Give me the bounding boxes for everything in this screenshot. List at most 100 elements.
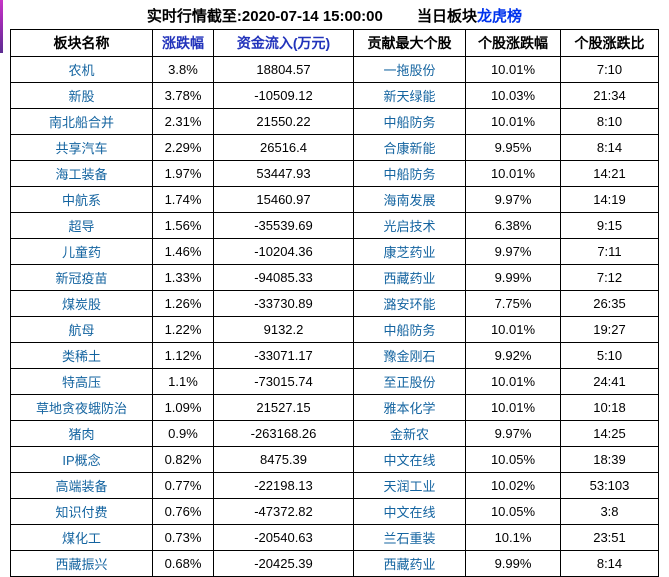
stock-name-cell[interactable]: 西藏药业 [353, 264, 466, 291]
inflow-cell: -10509.12 [213, 82, 354, 109]
inflow-cell: -10204.36 [213, 238, 354, 265]
sector-name-cell[interactable]: 共享汽车 [10, 134, 153, 161]
stock-name-cell[interactable]: 中文在线 [353, 446, 466, 473]
stock-name-cell[interactable]: 潞安环能 [353, 290, 466, 317]
sector-change-cell: 1.1% [152, 368, 214, 395]
stock-name-cell[interactable]: 中文在线 [353, 498, 466, 525]
sector-name-cell[interactable]: 特高压 [10, 368, 153, 395]
stock-change-cell: 9.99% [465, 550, 561, 577]
sector-name-cell[interactable]: 西藏振兴 [10, 550, 153, 577]
sector-name-cell[interactable]: 新冠疫苗 [10, 264, 153, 291]
sector-change-cell: 0.9% [152, 420, 214, 447]
ratio-cell: 14:19 [560, 186, 659, 213]
sector-name-cell[interactable]: 儿童药 [10, 238, 153, 265]
stock-name-cell[interactable]: 金新农 [353, 420, 466, 447]
stock-name-cell[interactable]: 康芝药业 [353, 238, 466, 265]
stock-name-cell[interactable]: 西藏药业 [353, 550, 466, 577]
table-row: 航母 1.22% 9132.2 中船防务 10.01% 19:27 [10, 316, 659, 343]
sector-name-cell[interactable]: 中航系 [10, 186, 153, 213]
ratio-cell: 21:34 [560, 82, 659, 109]
sector-change-cell: 3.8% [152, 56, 214, 83]
stock-name-cell[interactable]: 天润工业 [353, 472, 466, 499]
stock-name-cell[interactable]: 中船防务 [353, 108, 466, 135]
ratio-cell: 7:12 [560, 264, 659, 291]
sector-name-cell[interactable]: 新股 [10, 82, 153, 109]
sector-name-cell[interactable]: 猪肉 [10, 420, 153, 447]
ratio-cell: 14:21 [560, 160, 659, 187]
stock-change-cell: 10.03% [465, 82, 561, 109]
stock-name-cell[interactable]: 中船防务 [353, 316, 466, 343]
stock-name-cell[interactable]: 豫金刚石 [353, 342, 466, 369]
stock-change-cell: 9.97% [465, 420, 561, 447]
stock-change-cell: 9.97% [465, 238, 561, 265]
stock-name-cell[interactable]: 雅本化学 [353, 394, 466, 421]
table-row: 猪肉 0.9% -263168.26 金新农 9.97% 14:25 [10, 420, 659, 447]
dragon-tiger-board-link[interactable]: 龙虎榜 [477, 8, 523, 25]
sector-name-cell[interactable]: 高端装备 [10, 472, 153, 499]
sector-change-cell: 0.76% [152, 498, 214, 525]
stock-name-cell[interactable]: 至正股份 [353, 368, 466, 395]
sector-change-cell: 0.68% [152, 550, 214, 577]
stock-name-cell[interactable]: 中船防务 [353, 160, 466, 187]
sector-change-cell: 1.56% [152, 212, 214, 239]
stock-name-cell[interactable]: 光启技术 [353, 212, 466, 239]
sector-name-cell[interactable]: IP概念 [10, 446, 153, 473]
table-row: IP概念 0.82% 8475.39 中文在线 10.05% 18:39 [10, 446, 659, 473]
column-header-2[interactable]: 资金流入(万元) [213, 29, 354, 57]
ratio-cell: 26:35 [560, 290, 659, 317]
daily-board-label: 当日板块 [417, 8, 478, 25]
inflow-cell: 21527.15 [213, 394, 354, 421]
table-row: 海工装备 1.97% 53447.93 中船防务 10.01% 14:21 [10, 160, 659, 187]
sector-name-cell[interactable]: 南北船合并 [10, 108, 153, 135]
table-row: 儿童药 1.46% -10204.36 康芝药业 9.97% 7:11 [10, 238, 659, 265]
stock-change-cell: 10.01% [465, 316, 561, 343]
ratio-cell: 8:14 [560, 550, 659, 577]
ratio-cell: 3:8 [560, 498, 659, 525]
sector-name-cell[interactable]: 煤化工 [10, 524, 153, 551]
inflow-cell: -33730.89 [213, 290, 354, 317]
sector-name-cell[interactable]: 超导 [10, 212, 153, 239]
stock-name-cell[interactable]: 兰石重装 [353, 524, 466, 551]
table-row: 农机 3.8% 18804.57 一拖股份 10.01% 7:10 [10, 56, 659, 83]
inflow-cell: -35539.69 [213, 212, 354, 239]
sector-name-cell[interactable]: 知识付费 [10, 498, 153, 525]
stock-change-cell: 7.75% [465, 290, 561, 317]
table-row: 西藏振兴 0.68% -20425.39 西藏药业 9.99% 8:14 [10, 550, 659, 577]
sector-change-cell: 1.22% [152, 316, 214, 343]
inflow-cell: -47372.82 [213, 498, 354, 525]
sector-change-cell: 1.12% [152, 342, 214, 369]
sector-change-cell: 1.09% [152, 394, 214, 421]
ratio-cell: 9:15 [560, 212, 659, 239]
sector-name-cell[interactable]: 草地贪夜蛾防治 [10, 394, 153, 421]
column-header-0: 板块名称 [10, 29, 153, 57]
table-row: 新股 3.78% -10509.12 新天绿能 10.03% 21:34 [10, 82, 659, 109]
sector-name-cell[interactable]: 航母 [10, 316, 153, 343]
column-header-1[interactable]: 涨跌幅 [152, 29, 214, 57]
stock-change-cell: 9.97% [465, 186, 561, 213]
sector-change-cell: 0.82% [152, 446, 214, 473]
sector-name-cell[interactable]: 煤炭股 [10, 290, 153, 317]
table-row: 共享汽车 2.29% 26516.4 合康新能 9.95% 8:14 [10, 134, 659, 161]
ratio-cell: 5:10 [560, 342, 659, 369]
table-header-row: 板块名称 涨跌幅 资金流入(万元) 贡献最大个股 个股涨跌幅 个股涨跌比 [10, 29, 659, 57]
stock-name-cell[interactable]: 新天绿能 [353, 82, 466, 109]
stock-change-cell: 9.95% [465, 134, 561, 161]
sector-name-cell[interactable]: 类稀土 [10, 342, 153, 369]
sector-name-cell[interactable]: 海工装备 [10, 160, 153, 187]
inflow-cell: 15460.97 [213, 186, 354, 213]
realtime-timestamp-label: 实时行情截至:2020-07-14 15:00:00 [146, 8, 383, 25]
stock-name-cell[interactable]: 海南发展 [353, 186, 466, 213]
stock-name-cell[interactable]: 合康新能 [353, 134, 466, 161]
inflow-cell: -263168.26 [213, 420, 354, 447]
inflow-cell: -20425.39 [213, 550, 354, 577]
ratio-cell: 7:11 [560, 238, 659, 265]
ratio-cell: 14:25 [560, 420, 659, 447]
stock-name-cell[interactable]: 一拖股份 [353, 56, 466, 83]
stock-change-cell: 6.38% [465, 212, 561, 239]
stock-change-cell: 10.02% [465, 472, 561, 499]
sector-name-cell[interactable]: 农机 [10, 56, 153, 83]
table-row: 知识付费 0.76% -47372.82 中文在线 10.05% 3:8 [10, 498, 659, 525]
inflow-cell: 21550.22 [213, 108, 354, 135]
inflow-cell: 53447.93 [213, 160, 354, 187]
